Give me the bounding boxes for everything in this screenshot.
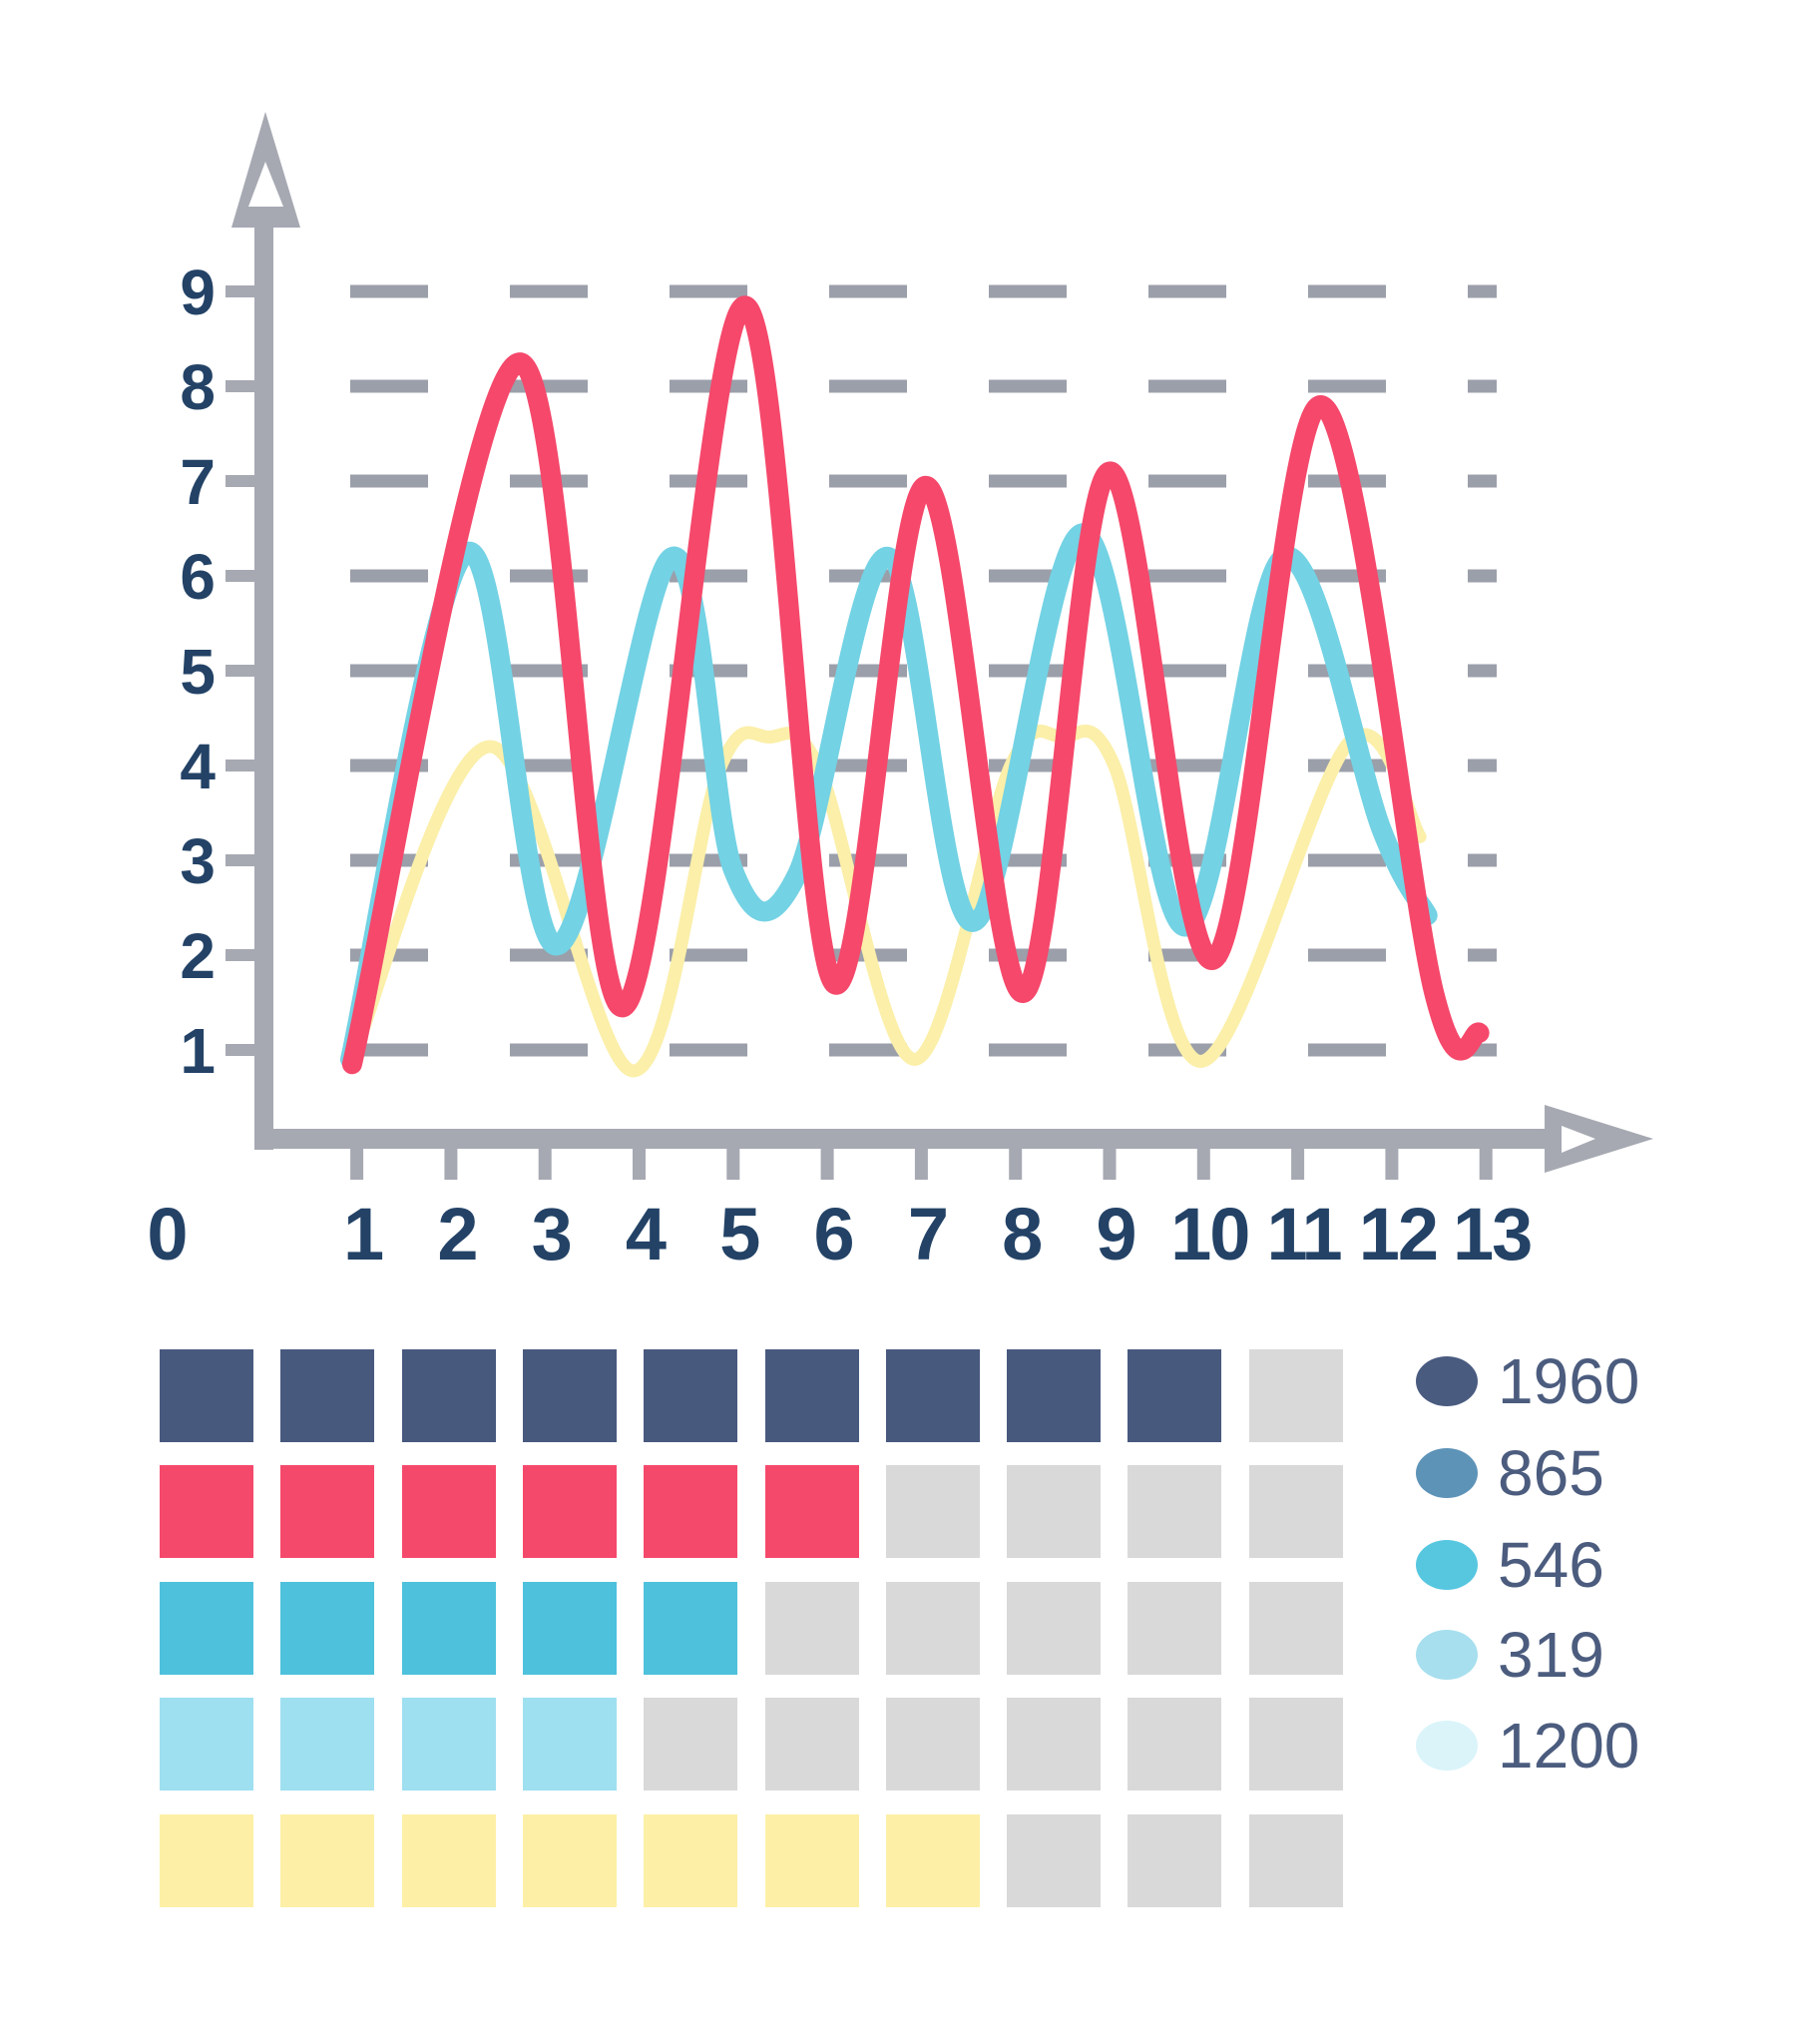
y-tick-label: 8 xyxy=(180,351,216,423)
chart-series xyxy=(340,295,1490,1078)
x-tick-label: 12 xyxy=(1359,1193,1437,1276)
x-tick-label: 5 xyxy=(719,1193,759,1276)
x-tick xyxy=(1009,1149,1023,1180)
y-tick xyxy=(226,475,255,487)
legend-dot-1960 xyxy=(1416,1356,1478,1406)
y-tick xyxy=(226,949,255,961)
origin-label: 0 xyxy=(147,1193,186,1276)
y-tick-label: 7 xyxy=(180,446,216,518)
x-tick-label: 8 xyxy=(1002,1193,1041,1276)
x-tick xyxy=(444,1149,458,1180)
x-tick-label: 7 xyxy=(908,1193,947,1276)
legend-label: 865 xyxy=(1498,1437,1604,1509)
x-axis-line xyxy=(254,1129,1545,1149)
x-axis-arrow-notch xyxy=(1562,1126,1595,1153)
y-tick xyxy=(226,854,255,866)
legend-dot-865 xyxy=(1416,1448,1478,1498)
y-tick-label: 6 xyxy=(180,541,216,613)
x-tick xyxy=(1291,1149,1305,1180)
legend-item: 1200 xyxy=(1416,1710,1639,1782)
x-tick xyxy=(633,1149,646,1180)
x-tick-label: 6 xyxy=(814,1193,853,1276)
legend-item: 546 xyxy=(1416,1529,1604,1601)
x-tick xyxy=(350,1149,364,1180)
x-tick-label: 1 xyxy=(343,1193,383,1276)
series-yellow-wave xyxy=(344,725,1427,1078)
x-tick xyxy=(1103,1149,1117,1180)
x-tick xyxy=(820,1149,834,1180)
x-tick xyxy=(538,1149,552,1180)
y-axis-line xyxy=(254,220,273,1150)
y-axis-arrow-notch xyxy=(248,162,283,207)
x-tick xyxy=(726,1149,740,1180)
x-tick-label: 10 xyxy=(1170,1193,1248,1276)
legend-label: 546 xyxy=(1498,1529,1604,1601)
legend-item: 319 xyxy=(1416,1619,1604,1691)
legend-dot-1200 xyxy=(1416,1721,1478,1771)
x-tick-label: 3 xyxy=(532,1193,571,1276)
y-tick-label: 2 xyxy=(180,920,216,992)
x-tick xyxy=(1479,1149,1493,1180)
legend-label: 1960 xyxy=(1498,1345,1640,1417)
x-tick-label: 2 xyxy=(437,1193,476,1276)
x-tick xyxy=(1385,1149,1399,1180)
y-tick-label: 5 xyxy=(180,636,216,708)
series-cyan-wave xyxy=(340,523,1438,1070)
x-tick xyxy=(1196,1149,1210,1180)
legend-item: 865 xyxy=(1416,1437,1604,1509)
y-tick-label: 4 xyxy=(180,731,216,802)
y-tick-label: 1 xyxy=(180,1015,216,1087)
legend-dot-319 xyxy=(1416,1630,1478,1680)
series-red-wave xyxy=(341,295,1490,1075)
legend-dot-546 xyxy=(1416,1540,1478,1590)
legend-label: 1200 xyxy=(1498,1710,1640,1782)
y-tick xyxy=(226,665,255,677)
legend-item: 1960 xyxy=(1416,1345,1639,1417)
x-tick-label: 9 xyxy=(1096,1193,1134,1276)
y-tick xyxy=(226,380,255,392)
x-axis-arrow-icon xyxy=(1545,1105,1653,1173)
y-axis-labels: 9 8 7 6 5 4 3 2 1 xyxy=(180,256,216,1087)
y-axis-ticks xyxy=(226,285,255,1056)
y-tick xyxy=(226,1044,255,1056)
y-tick xyxy=(226,570,255,582)
y-tick xyxy=(226,285,255,297)
legend-label: 319 xyxy=(1498,1619,1604,1691)
x-axis-ticks xyxy=(350,1149,1493,1180)
y-tick-label: 9 xyxy=(180,256,216,328)
x-tick-label: 13 xyxy=(1453,1193,1531,1276)
y-tick-label: 3 xyxy=(180,825,216,897)
x-tick xyxy=(914,1149,928,1180)
x-tick-label: 11 xyxy=(1266,1193,1341,1276)
x-axis-labels: 1 2 3 4 5 6 7 8 9 10 11 12 130 xyxy=(147,1193,1533,1276)
x-tick-label: 4 xyxy=(626,1193,667,1276)
y-tick xyxy=(226,760,255,771)
